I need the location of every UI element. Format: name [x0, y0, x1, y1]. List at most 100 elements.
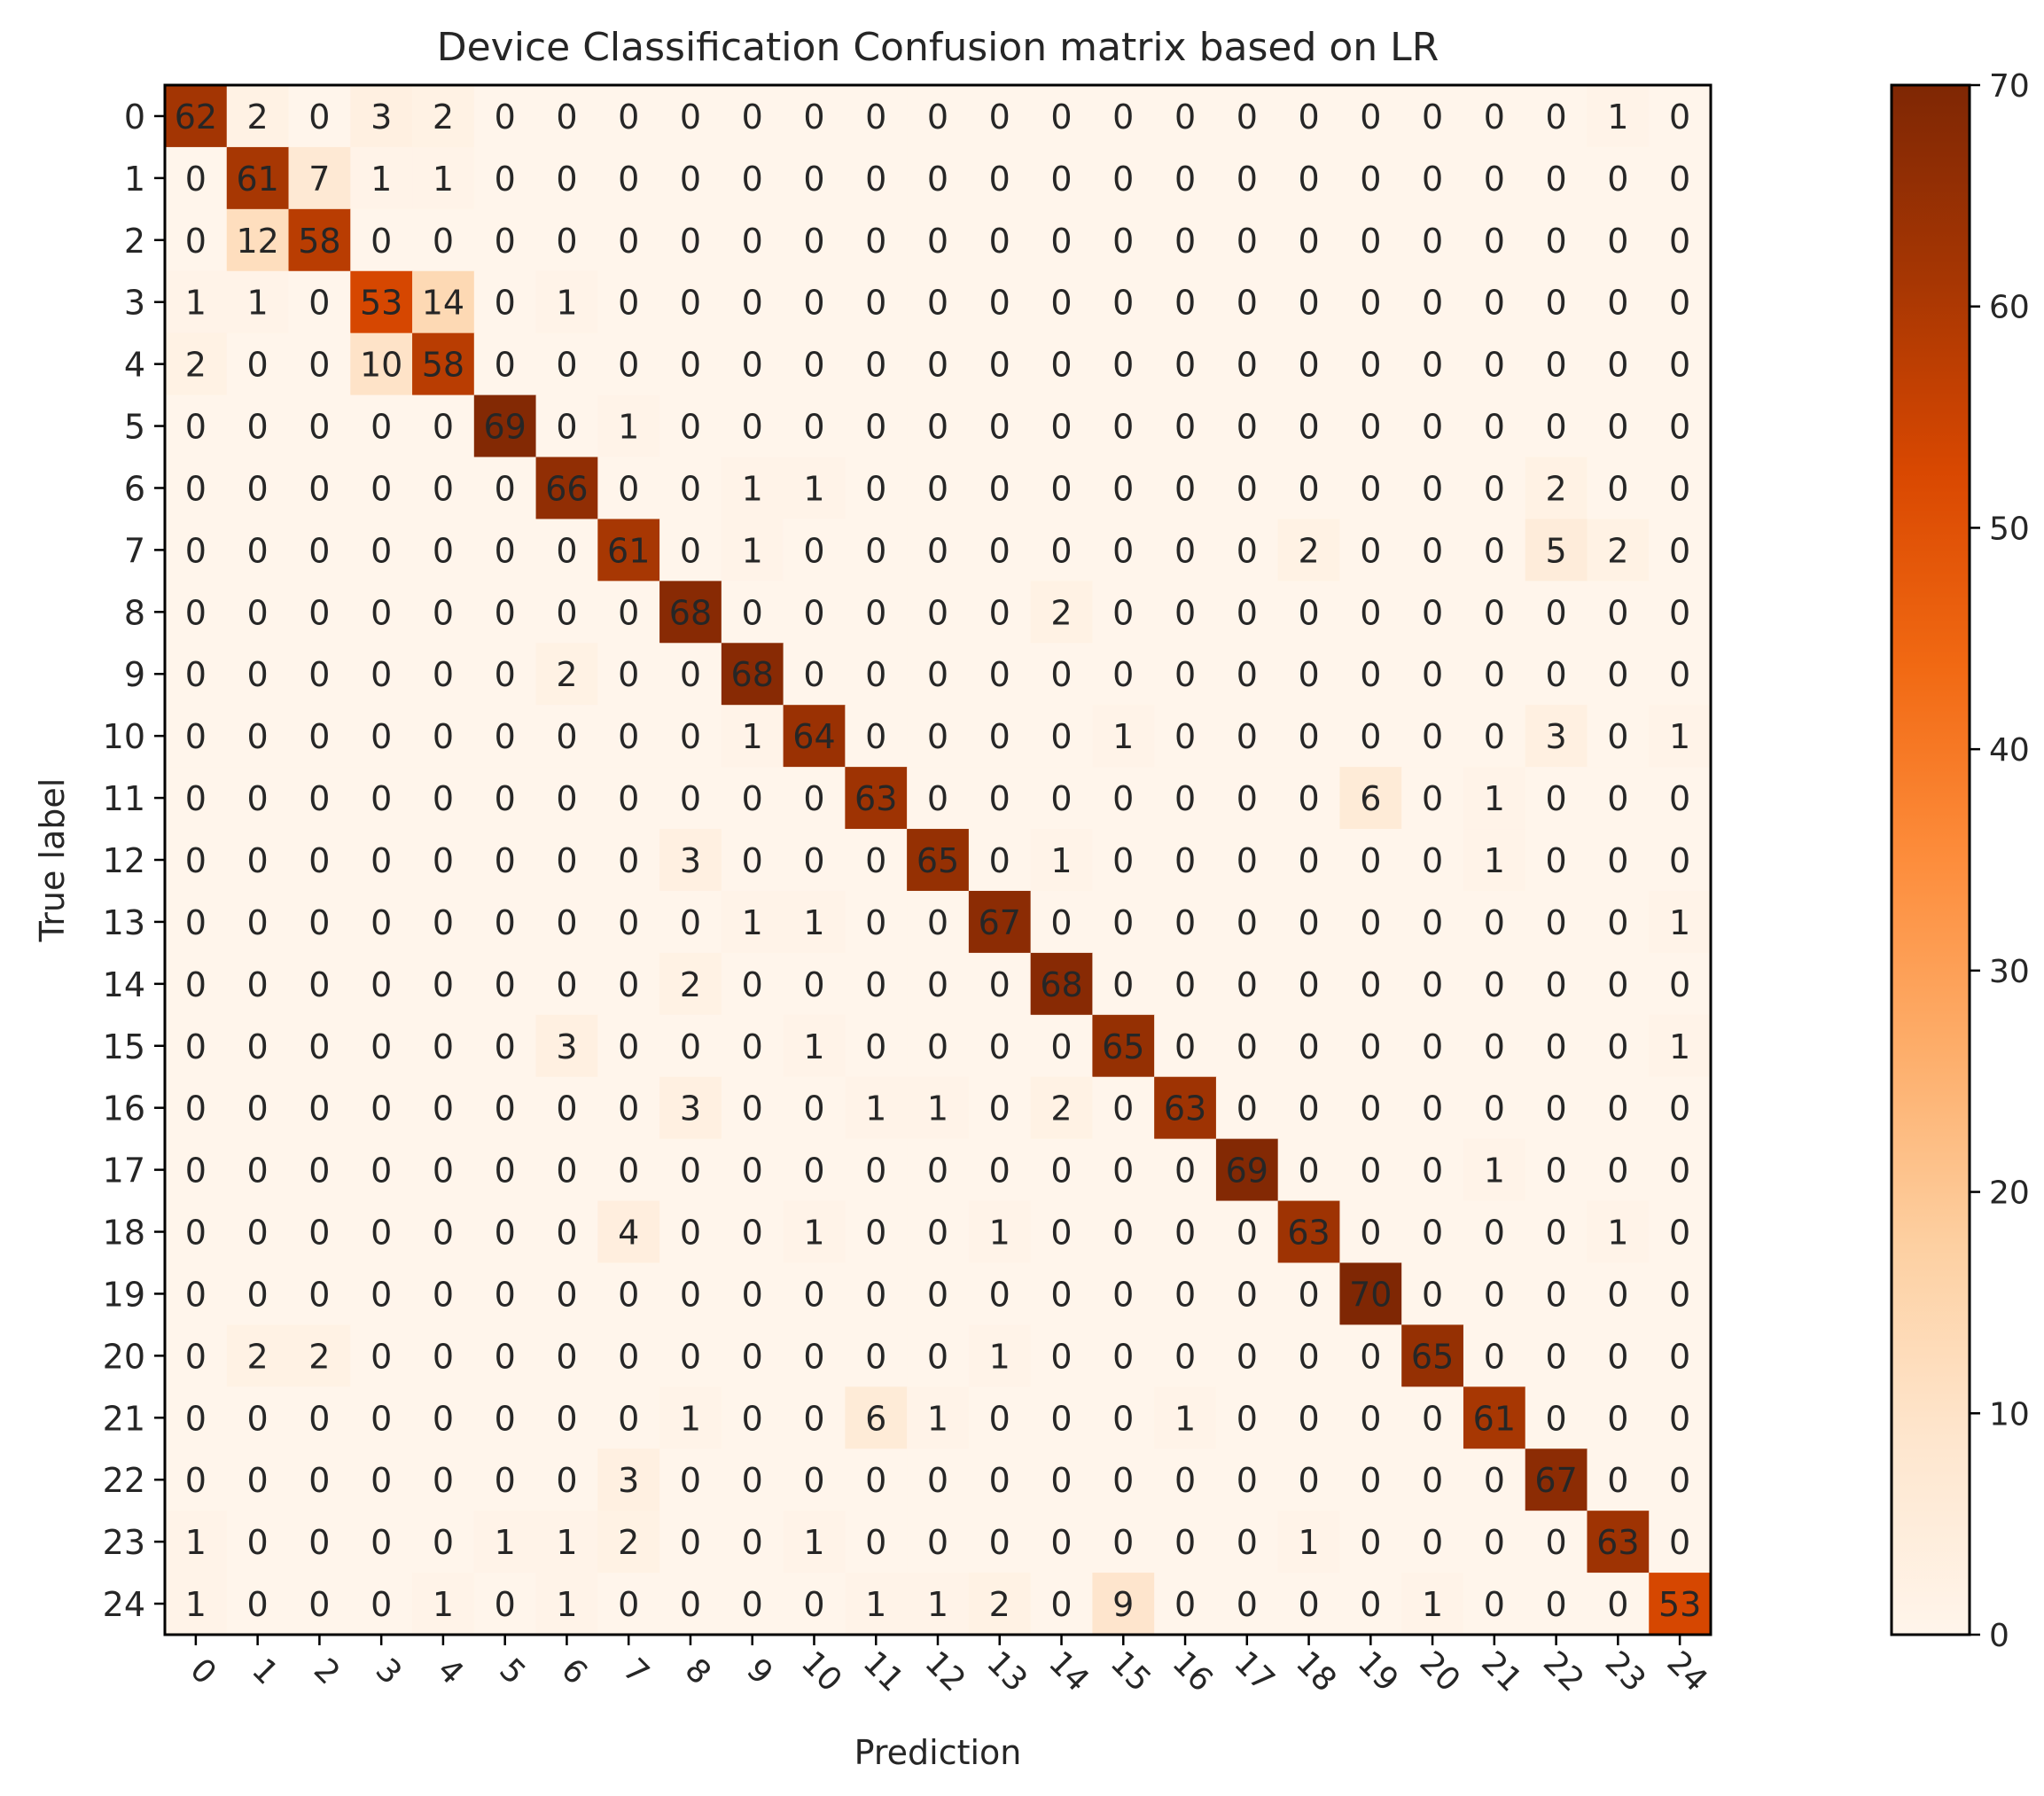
- cell-label-20-24: 0: [1669, 1337, 1690, 1376]
- heatmap-cell-11-5: [473, 767, 537, 830]
- cell-label-1-16: 0: [1174, 160, 1196, 199]
- cell-label-13-20: 0: [1422, 903, 1443, 942]
- cell-label-1-9: 0: [742, 160, 763, 199]
- cell-label-1-14: 0: [1050, 160, 1072, 199]
- cell-label-16-7: 0: [618, 1089, 639, 1128]
- cell-label-2-17: 0: [1237, 222, 1258, 261]
- cell-label-16-20: 0: [1422, 1089, 1443, 1128]
- heatmap-cell-1-24: [1649, 146, 1712, 210]
- cell-label-5-19: 0: [1360, 408, 1381, 447]
- cell-label-0-22: 0: [1546, 98, 1567, 137]
- cell-label-6-11: 0: [865, 469, 886, 508]
- cell-label-4-16: 0: [1174, 346, 1196, 385]
- heatmap-cell-7-19: [1339, 519, 1402, 582]
- heatmap-cell-11-18: [1277, 767, 1341, 830]
- heatmap-cell-13-18: [1277, 890, 1341, 954]
- cell-label-8-15: 0: [1112, 593, 1134, 632]
- cell-label-7-16: 0: [1174, 531, 1196, 570]
- heatmap-cell-23-23: [1587, 1511, 1650, 1573]
- cell-label-8-19: 0: [1360, 593, 1381, 632]
- cell-label-22-15: 0: [1112, 1461, 1134, 1500]
- heatmap-cell-9-5: [473, 643, 537, 706]
- cell-label-13-18: 0: [1298, 903, 1319, 942]
- heatmap-cell-1-23: [1587, 146, 1650, 210]
- cell-label-18-2: 0: [308, 1214, 330, 1253]
- heatmap-cell-23-0: [165, 1511, 228, 1573]
- heatmap-cell-22-5: [473, 1449, 537, 1511]
- heatmap-cell-22-12: [907, 1449, 970, 1511]
- heatmap-cell-10-15: [1092, 705, 1155, 768]
- cell-label-23-15: 0: [1112, 1523, 1134, 1562]
- cell-label-13-12: 0: [927, 903, 948, 942]
- heatmap-cell-21-3: [350, 1386, 413, 1449]
- cell-label-5-2: 0: [308, 408, 330, 447]
- cell-label-11-12: 0: [927, 779, 948, 818]
- heatmap-cell-12-3: [350, 829, 413, 892]
- cell-label-2-1: 12: [236, 222, 278, 261]
- cell-label-6-12: 0: [927, 469, 948, 508]
- cell-label-2-6: 0: [556, 222, 577, 261]
- cell-label-12-21: 1: [1484, 841, 1505, 880]
- cell-label-1-23: 0: [1607, 160, 1628, 199]
- cell-label-19-21: 0: [1484, 1275, 1505, 1314]
- heatmap-cell-18-23: [1587, 1200, 1650, 1264]
- cell-label-23-16: 0: [1174, 1523, 1196, 1562]
- y-tick-label-8: 8: [124, 593, 145, 632]
- cell-label-24-22: 0: [1546, 1585, 1567, 1624]
- heatmap-cell-13-12: [907, 890, 970, 954]
- heatmap-cell-11-8: [659, 767, 722, 830]
- cell-label-18-7: 4: [618, 1214, 639, 1253]
- cell-label-19-15: 0: [1112, 1275, 1134, 1314]
- heatmap-cell-10-5: [473, 705, 537, 768]
- cell-label-21-2: 0: [308, 1399, 330, 1438]
- heatmap-cell-15-20: [1401, 1014, 1464, 1078]
- heatmap-cell-18-4: [412, 1200, 475, 1264]
- heatmap-cell-2-1: [226, 208, 290, 272]
- cell-label-21-22: 0: [1546, 1399, 1567, 1438]
- heatmap-cell-14-11: [845, 952, 908, 1016]
- cell-label-0-11: 0: [865, 98, 886, 137]
- heatmap-cell-19-13: [968, 1262, 1032, 1325]
- heatmap-cell-7-10: [783, 519, 846, 582]
- cell-label-8-11: 0: [865, 593, 886, 632]
- cell-label-12-9: 0: [742, 841, 763, 880]
- cell-label-13-7: 0: [618, 903, 639, 942]
- y-tick-label-13: 13: [103, 903, 145, 942]
- cell-label-8-1: 0: [247, 593, 269, 632]
- cell-label-17-18: 0: [1298, 1152, 1319, 1191]
- cell-label-20-7: 0: [618, 1337, 639, 1376]
- heatmap-cell-10-1: [226, 705, 290, 768]
- cell-label-3-3: 53: [360, 284, 402, 323]
- heatmap-cell-21-24: [1649, 1386, 1712, 1449]
- heatmap-cell-2-24: [1649, 208, 1712, 272]
- heatmap-cell-12-2: [288, 829, 351, 892]
- heatmap-cell-14-13: [968, 952, 1032, 1016]
- cell-label-11-24: 0: [1669, 779, 1690, 818]
- cell-label-21-11: 6: [865, 1399, 886, 1438]
- cell-label-17-7: 0: [618, 1152, 639, 1191]
- cell-label-24-12: 1: [927, 1585, 948, 1624]
- cell-label-13-17: 0: [1237, 903, 1258, 942]
- heatmap-cell-23-2: [288, 1511, 351, 1573]
- heatmap-cell-5-2: [288, 394, 351, 458]
- x-tick-label-21: 21: [1474, 1644, 1528, 1698]
- cell-label-19-7: 0: [618, 1275, 639, 1314]
- cell-label-19-16: 0: [1174, 1275, 1196, 1314]
- cell-label-19-8: 0: [680, 1275, 701, 1314]
- cell-label-24-21: 0: [1484, 1585, 1505, 1624]
- cell-label-24-19: 0: [1360, 1585, 1381, 1624]
- cell-label-17-11: 0: [865, 1152, 886, 1191]
- heatmap-cell-15-9: [721, 1014, 784, 1078]
- cell-label-13-24: 1: [1669, 903, 1690, 942]
- cell-label-3-14: 0: [1050, 284, 1072, 323]
- heatmap-cell-4-16: [1154, 332, 1217, 396]
- heatmap-cell-15-21: [1463, 1014, 1526, 1078]
- heatmap-cell-24-0: [165, 1573, 228, 1636]
- cell-label-16-3: 0: [371, 1089, 392, 1128]
- cell-label-19-9: 0: [742, 1275, 763, 1314]
- cell-label-7-12: 0: [927, 531, 948, 570]
- heatmap-cell-3-8: [659, 270, 722, 334]
- heatmap-cell-17-20: [1401, 1138, 1464, 1202]
- heatmap-cell-20-17: [1215, 1324, 1279, 1387]
- heatmap-cell-8-11: [845, 581, 908, 644]
